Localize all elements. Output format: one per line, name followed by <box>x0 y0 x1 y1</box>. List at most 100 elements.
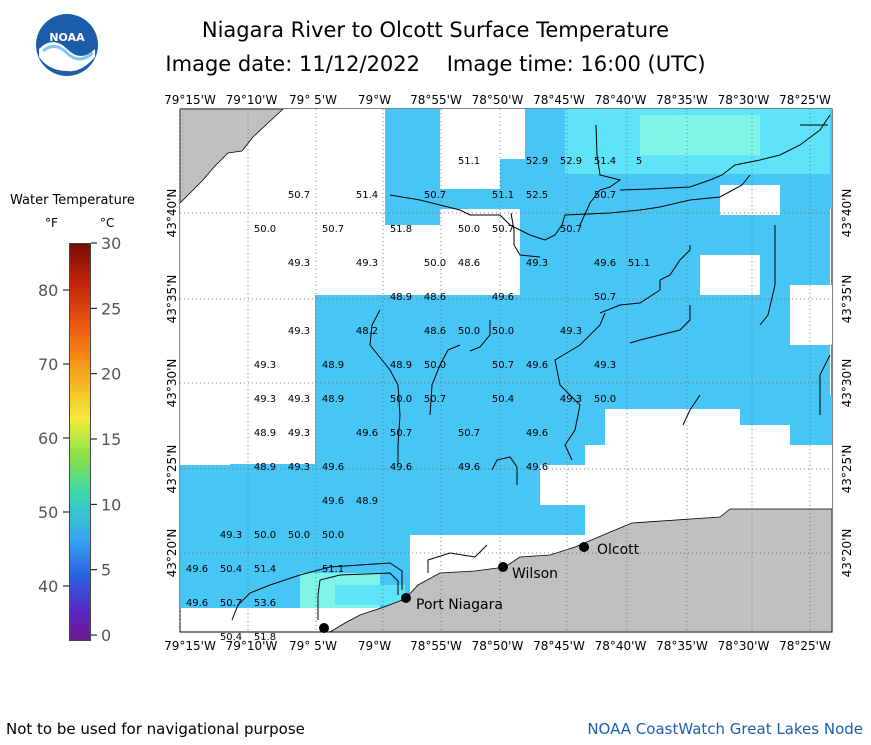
lon-label-bottom: 78°30'W <box>718 639 770 653</box>
lon-label-bottom: 78°25'W <box>779 639 831 653</box>
temperature-value: 50.7 <box>424 190 446 201</box>
lat-label-left: 43°35'N <box>165 275 179 324</box>
temperature-value: 50.4 <box>220 564 242 575</box>
temperature-value: 51.8 <box>254 632 276 643</box>
lon-label-bottom: 78°45'W <box>533 639 585 653</box>
water-cell <box>485 355 600 455</box>
temperature-value: 51.1 <box>628 258 650 269</box>
lon-label-bottom: 79° 5'W <box>289 639 337 653</box>
temperature-value: 48.2 <box>356 326 378 337</box>
temperature-value: 51.8 <box>390 224 412 235</box>
lat-label-left: 43°30'N <box>165 359 179 408</box>
temperature-value: 49.6 <box>356 428 378 439</box>
legend-c-label: 15 <box>101 430 121 449</box>
disclaimer: Not to be used for navigational purpose <box>6 720 305 738</box>
temperature-value: 50.4 <box>492 394 514 405</box>
temperature-value: 49.6 <box>322 496 344 507</box>
temperature-value: 49.6 <box>186 598 208 609</box>
temperature-value: 51.4 <box>594 156 616 167</box>
temperature-value: 51.4 <box>356 190 378 201</box>
temperature-value: 48.9 <box>356 496 378 507</box>
temperature-value: 50.7 <box>424 394 446 405</box>
temperature-value: 50.7 <box>594 190 616 201</box>
temperature-value: 50.0 <box>424 360 446 371</box>
coastwatch-credit[interactable]: NOAA CoastWatch Great Lakes Node <box>587 720 863 738</box>
temperature-value: 50.7 <box>594 292 616 303</box>
logo-text: NOAA <box>49 31 85 44</box>
legend-f-label: 60 <box>38 429 58 448</box>
temperature-value: 49.3 <box>254 360 276 371</box>
legend-c-label: 10 <box>101 495 121 514</box>
legend-title: Water Temperature <box>10 193 135 208</box>
temperature-value: 49.3 <box>356 258 378 269</box>
lon-label-bottom: 79°15'W <box>164 639 216 653</box>
lon-label-top: 78°45'W <box>533 93 585 107</box>
temperature-value: 48.6 <box>424 292 446 303</box>
temperature-value: 50.0 <box>322 530 344 541</box>
lon-label-top: 78°30'W <box>718 93 770 107</box>
warm-water-patch <box>640 115 760 155</box>
no-data-area <box>720 185 780 215</box>
temperature-value: 50.7 <box>560 224 582 235</box>
lon-label-bottom: 78°35'W <box>656 639 708 653</box>
no-data-area <box>180 294 315 464</box>
lat-label-left: 43°25'N <box>165 445 179 494</box>
noaa-logo: NOAA <box>36 14 98 76</box>
map-title: Niagara River to Olcott Surface Temperat… <box>201 18 670 42</box>
lon-label-top: 79°10'W <box>226 93 278 107</box>
temperature-value: 50.0 <box>594 394 616 405</box>
temperature-value: 50.0 <box>492 326 514 337</box>
lon-label-top: 79° 5'W <box>289 93 337 107</box>
legend-c-label: 30 <box>101 234 121 253</box>
temperature-value: 48.9 <box>322 360 344 371</box>
temperature-map: 51.1 52.9 52.9 51.4 5 50.7 51.4 50.7 51.1 52.5 50.… <box>164 93 854 653</box>
temperature-value: 52.5 <box>526 190 548 201</box>
temperature-value: 51.4 <box>254 564 276 575</box>
temperature-contours <box>231 114 831 621</box>
lon-label-top: 79°15'W <box>164 93 216 107</box>
temperature-value: 52.9 <box>560 156 582 167</box>
place-port-niagara: Port Niagara <box>416 597 503 613</box>
lon-label-bottom: 78°40'W <box>595 639 647 653</box>
no-data-area <box>540 465 590 505</box>
temperature-value: 50.0 <box>254 530 276 541</box>
temperature-value: 5 <box>636 156 642 167</box>
lon-label-top: 78°50'W <box>472 93 524 107</box>
lat-label-right: 43°30'N <box>840 359 854 408</box>
temperature-value: 52.9 <box>526 156 548 167</box>
temperature-value: 48.9 <box>254 428 276 439</box>
lat-label-right: 43°35'N <box>840 275 854 324</box>
color-scale-bar <box>69 243 91 641</box>
temperature-value: 49.6 <box>458 462 480 473</box>
no-data-area <box>790 285 832 345</box>
no-data-area <box>700 255 760 295</box>
temperature-value: 48.9 <box>390 360 412 371</box>
temperature-value: 49.6 <box>526 428 548 439</box>
legend-f-label: 80 <box>38 281 58 300</box>
temperature-value: 50.0 <box>458 224 480 235</box>
legend-c-label: 5 <box>101 561 111 580</box>
olcott-marker <box>579 542 589 552</box>
temperature-value: 49.3 <box>288 326 310 337</box>
temperature-value: 49.3 <box>220 530 242 541</box>
temperature-value: 51.1 <box>492 190 514 201</box>
lon-label-bottom: 78°55'W <box>410 639 462 653</box>
lon-label-top: 78°25'W <box>779 93 831 107</box>
temperature-value: 49.6 <box>526 360 548 371</box>
lat-label-left: 43°20'N <box>165 529 179 578</box>
temperature-value: 50.7 <box>390 428 412 439</box>
lon-label-bottom: 79°10'W <box>226 639 278 653</box>
temperature-value: 49.6 <box>186 564 208 575</box>
temperature-value: 49.3 <box>254 394 276 405</box>
temperature-value: 49.3 <box>288 394 310 405</box>
axis-labels: 79°15'W 79°15'W 79°10'W 79°10'W 79° 5'W 79° 5… <box>164 93 854 653</box>
temperature-labels: 51.1 52.9 52.9 51.4 5 50.7 51.4 50.7 51.1 52.5 50.… <box>186 156 650 643</box>
lat-label-left: 43°40'N <box>165 189 179 238</box>
temperature-value: 49.3 <box>288 428 310 439</box>
niagara-mouth-marker <box>319 623 329 633</box>
temperature-value: 50.7 <box>220 598 242 609</box>
temperature-value: 50.7 <box>492 224 514 235</box>
lon-label-top: 79°W <box>358 93 391 107</box>
place-olcott: Olcott <box>597 542 640 558</box>
place-wilson: Wilson <box>512 566 558 582</box>
